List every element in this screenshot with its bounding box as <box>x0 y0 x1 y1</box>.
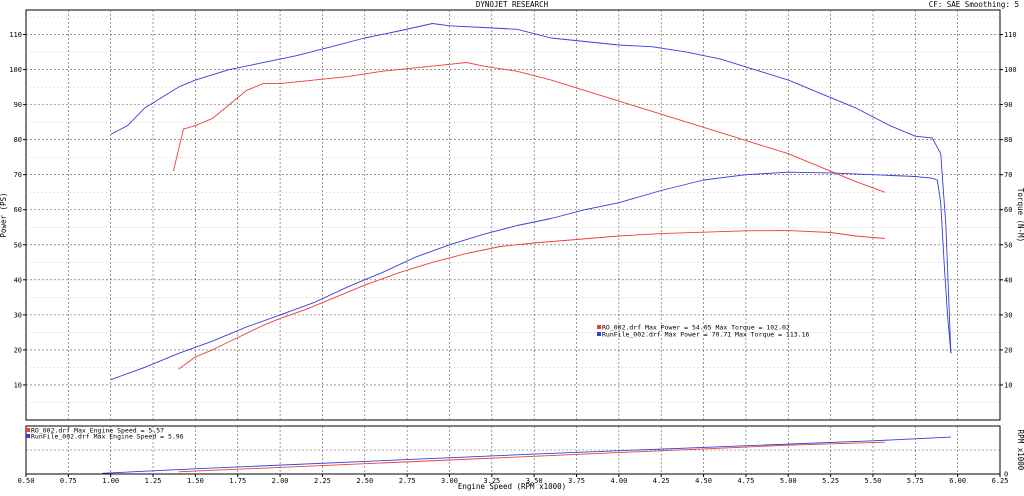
x-tick-label: 5.00 <box>780 477 797 485</box>
x-tick-label: 3.75 <box>568 477 585 485</box>
chart-title: DYNOJET RESEARCH <box>476 0 549 9</box>
y-tick-label-right: 30 <box>1004 311 1012 319</box>
rpm-series-line-0 <box>178 441 885 473</box>
y-tick-label-left: 100 <box>9 66 22 74</box>
rpm-series-group <box>102 436 951 474</box>
x-tick-label: 2.50 <box>356 477 373 485</box>
y-tick-label-right: 110 <box>1004 31 1017 39</box>
y-tick-label-left: 30 <box>14 311 22 319</box>
y-tick-label-left: 50 <box>14 241 22 249</box>
x-tick-label: 6.25 <box>992 477 1009 485</box>
y-tick-label-left: 110 <box>9 31 22 39</box>
x-ticks: 0.50 0.75 1.00 1.25 1.50 1.75 2.00 2.25 2.50 2.75… <box>18 474 1009 485</box>
legend-swatch-red <box>597 325 601 329</box>
y-axis-right-title: Torque (N-M) <box>1016 188 1024 242</box>
settings-label: CF: SAE Smoothing: 5 <box>929 0 1019 9</box>
legend-entry-red: RO_002.drf Max Power = 54.05 Max Torque … <box>602 324 790 332</box>
y-tick-label-right: 90 <box>1004 101 1012 109</box>
y-tick-label-left: 20 <box>14 346 22 354</box>
x-tick-label: 1.25 <box>145 477 162 485</box>
rpm-legend-swatch-red <box>26 428 30 432</box>
y-tick-label-left: 40 <box>14 276 22 284</box>
rpm-grid <box>26 426 1000 474</box>
y-tick-label-left: 10 <box>14 381 22 389</box>
x-tick-label: 5.50 <box>865 477 882 485</box>
y-tick-label-right: 70 <box>1004 171 1012 179</box>
rpm-legend: RO_002.drf Max Engine Speed = 5.57 RunFi… <box>26 427 184 441</box>
legend-swatch-blue <box>597 332 601 336</box>
x-tick-label: 5.75 <box>907 477 924 485</box>
main-legend: RO_002.drf Max Power = 54.05 Max Torque … <box>597 324 809 339</box>
series-line-3 <box>110 23 952 354</box>
x-tick-label: 2.75 <box>399 477 416 485</box>
y-tick-label-left: 90 <box>14 101 22 109</box>
main-y-ticks: 10 10 20 20 30 30 40 40 50 50 60 60 70 70 80 80 90 90 100 1… <box>9 31 1016 478</box>
y-tick-label-right: 10 <box>1004 381 1012 389</box>
rpm-legend-entry-red: RO_002.drf Max Engine Speed = 5.57 <box>31 427 164 435</box>
legend-entry-blue: RunFile_002.drf Max Power = 70.71 Max To… <box>602 331 809 339</box>
y-tick-label-right: 40 <box>1004 276 1012 284</box>
rpm-legend-swatch-blue <box>26 434 30 438</box>
main-grid <box>26 10 1000 420</box>
x-tick-label: 4.75 <box>737 477 754 485</box>
x-axis-title: Engine Speed (RPM x1000) <box>458 482 566 491</box>
y-tick-label-right: 50 <box>1004 241 1012 249</box>
x-tick-label: 3.50 <box>526 477 543 485</box>
series-line-1 <box>172 62 885 193</box>
x-tick-label: 4.00 <box>610 477 627 485</box>
y-tick-label-right: 20 <box>1004 346 1012 354</box>
y-tick-label-left: 80 <box>14 136 22 144</box>
x-tick-label: 2.25 <box>314 477 331 485</box>
x-tick-label: 2.00 <box>272 477 289 485</box>
x-tick-label: 4.25 <box>653 477 670 485</box>
x-tick-label: 5.25 <box>822 477 839 485</box>
x-tick-label: 1.75 <box>229 477 246 485</box>
main-series-group <box>110 23 952 381</box>
y-tick-label-left: 70 <box>14 171 22 179</box>
rpm-legend-entry-blue: RunFile_002.drf Max Engine Speed = 5.96 <box>31 433 184 441</box>
x-tick-label: 3.00 <box>441 477 458 485</box>
x-tick-label: 1.00 <box>102 477 119 485</box>
rpm-series-line-1 <box>102 436 951 474</box>
y-tick-label-left: 60 <box>14 206 22 214</box>
series-line-2 <box>110 171 952 381</box>
x-tick-label: 6.00 <box>949 477 966 485</box>
y-tick-label-right: 100 <box>1004 66 1017 74</box>
x-tick-label: 3.25 <box>483 477 500 485</box>
y-axis-left-title: Power (PS) <box>0 192 8 237</box>
x-tick-label: 0.75 <box>60 477 77 485</box>
y-tick-label-right: 80 <box>1004 136 1012 144</box>
x-tick-label: 4.50 <box>695 477 712 485</box>
x-tick-label: 0.50 <box>18 477 35 485</box>
rpm-axis-title: RPM x1000 <box>1016 430 1024 471</box>
main-plot-frame <box>25 9 1001 421</box>
x-tick-label: 1.50 <box>187 477 204 485</box>
rpm-y-tick-label: 0 <box>1004 471 1008 479</box>
y-tick-label-right: 60 <box>1004 206 1012 214</box>
series-line-0 <box>178 230 885 370</box>
